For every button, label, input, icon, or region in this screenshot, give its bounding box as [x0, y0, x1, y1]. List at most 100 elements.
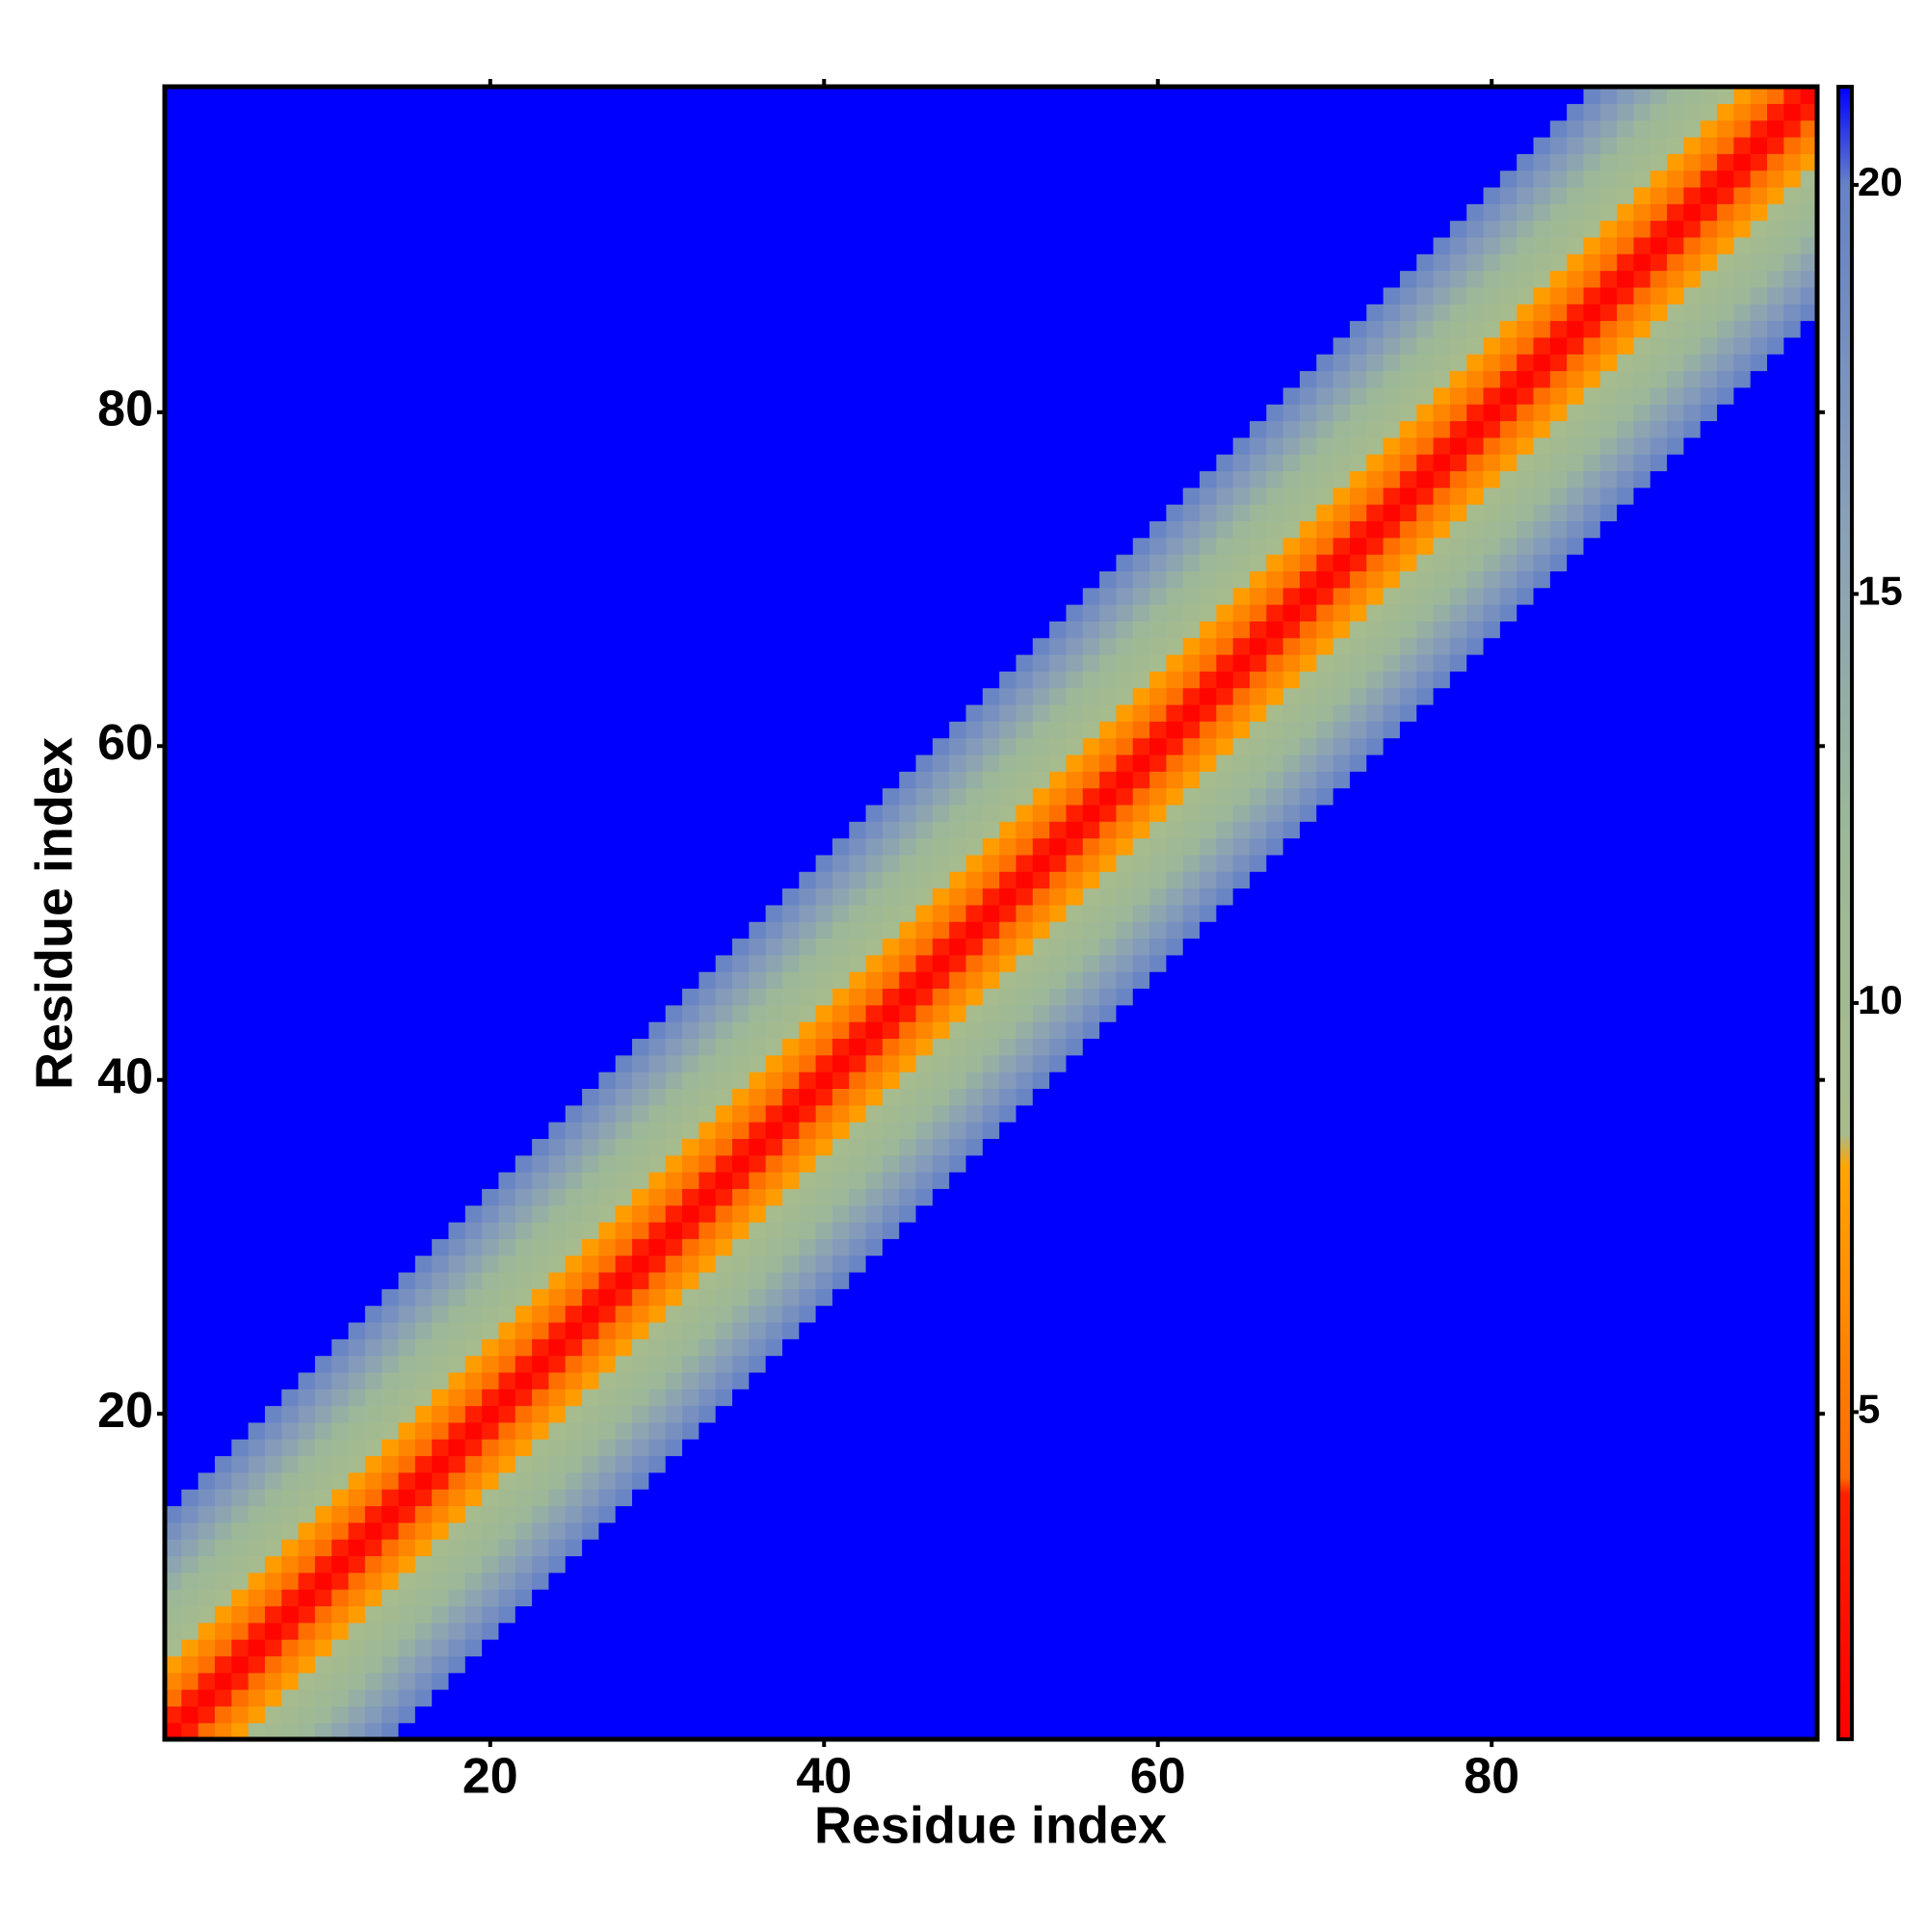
heatmap-cell	[464, 1104, 483, 1123]
heatmap-cell	[1049, 1572, 1068, 1590]
heatmap-cell	[1599, 1321, 1618, 1339]
heatmap-cell	[699, 1122, 717, 1139]
heatmap-cell	[548, 1689, 567, 1707]
heatmap-cell	[899, 1238, 917, 1257]
heatmap-cell	[849, 1439, 867, 1457]
heatmap-cell	[548, 1522, 567, 1540]
heatmap-cell	[1733, 1689, 1752, 1707]
heatmap-cell	[882, 1088, 900, 1106]
heatmap-cell	[1166, 1539, 1184, 1557]
heatmap-cell	[515, 1455, 533, 1473]
heatmap-cell	[1449, 1072, 1467, 1089]
heatmap-cell	[682, 1104, 700, 1123]
heatmap-cell	[1599, 1439, 1618, 1457]
heatmap-cell	[598, 1104, 617, 1123]
heatmap-cell	[648, 1655, 667, 1674]
heatmap-cell	[498, 1505, 516, 1523]
heatmap-cell	[715, 921, 733, 940]
heatmap-cell	[1166, 1355, 1184, 1373]
heatmap-cell	[1583, 1172, 1601, 1189]
heatmap-cell	[248, 1722, 266, 1740]
heatmap-cell	[364, 1439, 383, 1457]
heatmap-cell	[248, 1038, 266, 1056]
heatmap-cell	[1049, 1104, 1068, 1123]
heatmap-cell	[331, 1589, 350, 1607]
heatmap-cell	[1316, 1238, 1334, 1257]
heatmap-cell	[1767, 921, 1784, 940]
heatmap-cell	[1750, 1539, 1768, 1557]
heatmap-cell	[1232, 1672, 1251, 1690]
heatmap-cell	[799, 988, 817, 1006]
heatmap-cell	[699, 1672, 717, 1690]
heatmap-cell	[1066, 1122, 1084, 1139]
heatmap-cell	[198, 1455, 216, 1473]
heatmap-cell	[498, 1572, 516, 1590]
heatmap-cell	[1366, 1589, 1385, 1607]
heatmap-cell	[915, 1188, 934, 1206]
heatmap-cell	[1683, 1104, 1702, 1123]
heatmap-cell	[1700, 1689, 1718, 1707]
heatmap-cell	[331, 1522, 350, 1540]
heatmap-cell	[1166, 1706, 1184, 1724]
heatmap-cell	[1132, 1389, 1150, 1407]
heatmap-cell	[1082, 1505, 1100, 1523]
heatmap-cell	[1733, 988, 1752, 1006]
heatmap-cell	[682, 1589, 700, 1607]
heatmap-cell	[682, 1054, 700, 1072]
heatmap-cell	[181, 1338, 199, 1357]
heatmap-cell	[1132, 954, 1150, 972]
heatmap-cell	[1032, 1021, 1050, 1040]
heatmap-cell	[899, 1338, 917, 1357]
heatmap-cell	[1416, 1439, 1435, 1457]
heatmap-cell	[615, 938, 633, 956]
heatmap-cell	[1683, 921, 1702, 940]
heatmap-cell	[799, 1555, 817, 1574]
heatmap-cell	[965, 1439, 984, 1457]
heatmap-cell	[1383, 1555, 1401, 1574]
heatmap-cell	[682, 1004, 700, 1022]
heatmap-cell	[965, 1655, 984, 1674]
heatmap-cell	[899, 1439, 917, 1457]
heatmap-cell	[1399, 921, 1417, 940]
heatmap-cell	[248, 1004, 266, 1022]
heatmap-cell	[765, 1288, 783, 1307]
heatmap-cell	[1200, 1471, 1217, 1490]
heatmap-cell	[1717, 1605, 1734, 1624]
heatmap-cell	[582, 954, 600, 972]
heatmap-cell	[1182, 1054, 1201, 1072]
heatmap-cell	[1399, 1305, 1417, 1323]
heatmap-cell	[364, 1471, 383, 1490]
heatmap-cell	[1383, 1622, 1401, 1640]
heatmap-cell	[1750, 1204, 1768, 1223]
heatmap-cell	[448, 1271, 466, 1289]
heatmap-cell	[598, 1389, 617, 1407]
heatmap-cell	[1700, 1038, 1718, 1056]
heatmap-cell	[414, 1371, 433, 1389]
heatmap-cell	[348, 1371, 366, 1389]
heatmap-cell	[799, 1188, 817, 1206]
heatmap-cell	[832, 1589, 850, 1607]
heatmap-cell	[1149, 1138, 1167, 1156]
heatmap-cell	[915, 1255, 934, 1273]
heatmap-cell	[665, 1589, 683, 1607]
heatmap-cell	[1767, 1355, 1784, 1373]
heatmap-cell	[248, 1321, 266, 1339]
heatmap-cell	[1333, 1054, 1351, 1072]
heatmap-cell	[165, 1104, 182, 1123]
heatmap-cell	[214, 1722, 232, 1740]
heatmap-cell	[965, 1004, 984, 1022]
heatmap-cell	[715, 1421, 733, 1440]
heatmap-cell	[1082, 1589, 1100, 1607]
heatmap-cell	[1449, 1439, 1467, 1457]
heatmap-cell	[181, 1655, 199, 1674]
heatmap-cell	[1483, 1221, 1501, 1239]
heatmap-cell	[865, 1238, 884, 1257]
heatmap-cell	[598, 1321, 617, 1339]
heatmap-cell	[264, 1088, 282, 1106]
heatmap-cell	[1483, 1539, 1501, 1557]
heatmap-cell	[482, 1539, 500, 1557]
heatmap-cell	[1299, 1188, 1317, 1206]
heatmap-cell	[899, 1655, 917, 1674]
heatmap-cell	[1667, 1188, 1685, 1206]
heatmap-cell	[181, 904, 199, 922]
